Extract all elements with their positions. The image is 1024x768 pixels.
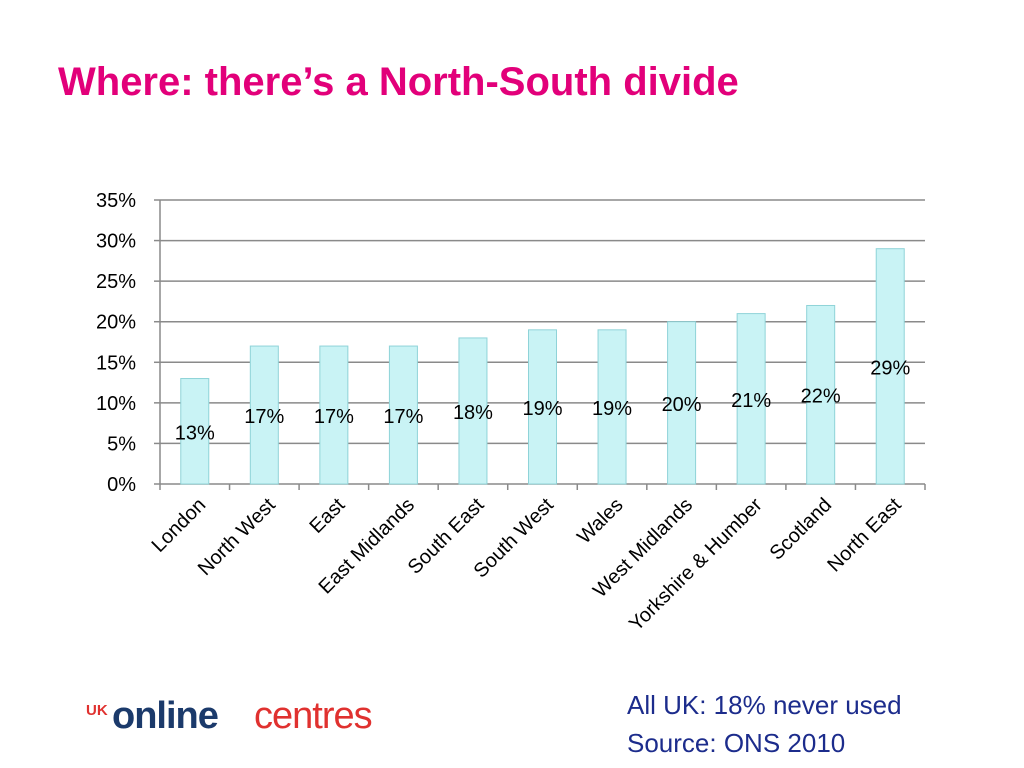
bar (249, 345, 279, 485)
note: Source: ONS 2010 (627, 728, 846, 758)
bar (388, 345, 418, 485)
bar (319, 345, 349, 485)
x-tick-label: Scotland (766, 494, 837, 565)
bar (597, 329, 627, 485)
value-label: 22% (801, 386, 841, 408)
value-label: 21% (731, 390, 771, 412)
x-tick-label: North East (823, 494, 906, 577)
value-label: 17% (383, 406, 423, 428)
y-tick-label: 5% (107, 433, 136, 455)
value-label: 19% (592, 398, 632, 420)
bar (806, 304, 836, 485)
x-tick-label: Wales (573, 494, 627, 548)
y-tick-label: 30% (96, 231, 136, 253)
x-tick-label: East (306, 494, 350, 538)
value-label: 17% (244, 406, 284, 428)
logo-second: centres (254, 695, 372, 737)
bar (180, 378, 210, 485)
logo-prefix: UK (86, 702, 108, 719)
value-label: 13% (175, 422, 215, 444)
bar (458, 337, 488, 485)
logo: UK online centres (86, 695, 373, 737)
x-tick-label: Yorkshire & Humber (625, 494, 767, 636)
x-tick-label: London (148, 494, 211, 557)
value-label: 19% (522, 398, 562, 420)
y-tick-label: 35% (96, 190, 136, 212)
value-label: 17% (314, 406, 354, 428)
chart-title: Where: there’s a North-South divide (58, 60, 739, 104)
y-tick-label: 0% (107, 474, 136, 496)
bar (667, 321, 697, 485)
y-tick-label: 25% (96, 271, 136, 293)
y-tick-label: 20% (96, 312, 136, 334)
bar (875, 248, 905, 485)
value-label: 20% (662, 394, 702, 416)
value-label: 18% (453, 402, 493, 424)
note: All UK: 18% never used (627, 690, 902, 720)
y-tick-label: 15% (96, 352, 136, 374)
bar (736, 313, 766, 485)
value-label: 29% (870, 357, 910, 379)
y-tick-label: 10% (96, 393, 136, 415)
bar (528, 329, 557, 485)
logo-first: online (112, 695, 218, 737)
